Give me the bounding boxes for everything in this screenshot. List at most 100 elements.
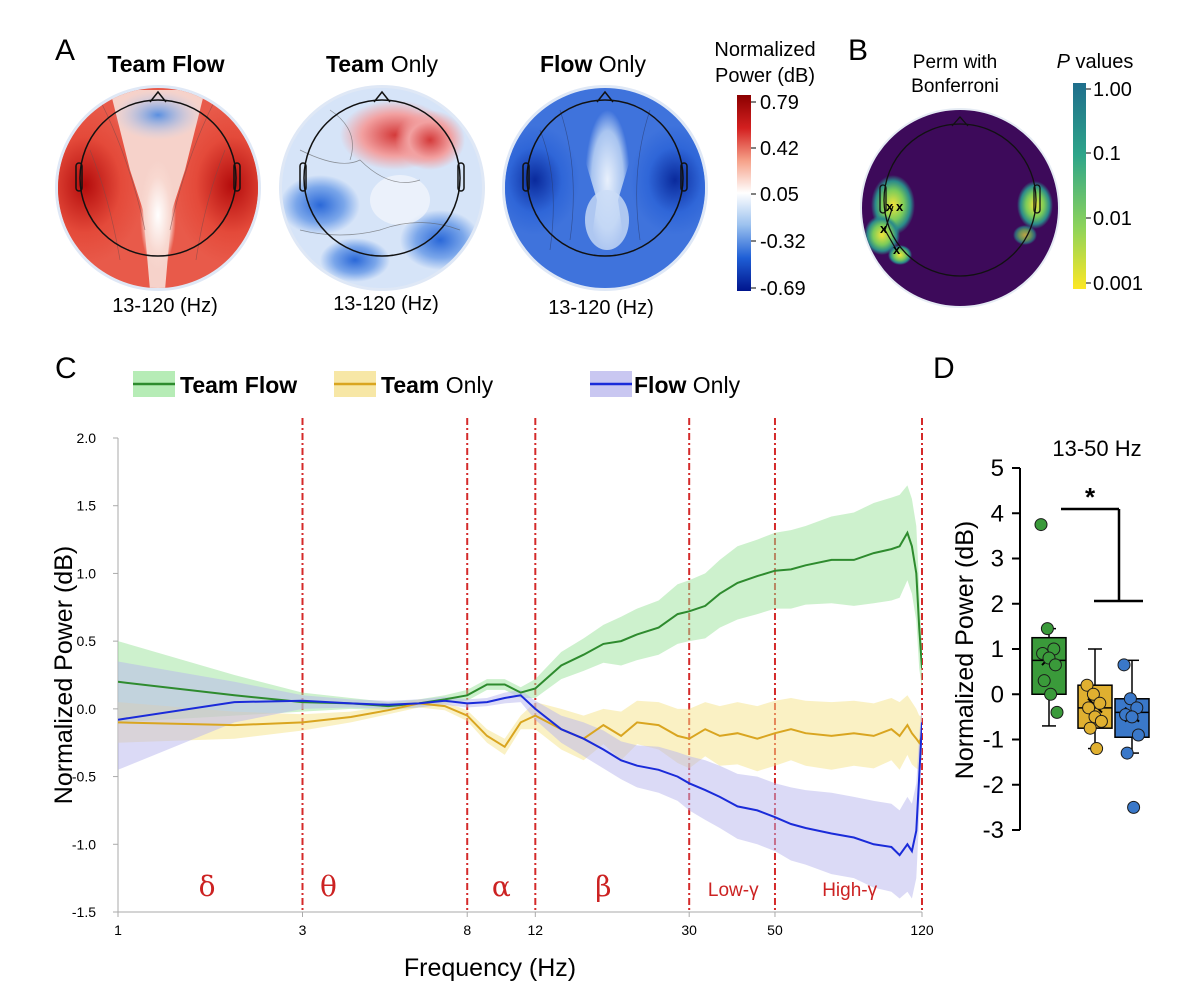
point-flow-only [1117, 658, 1131, 672]
colorbar-a-tick-3: -0.32 [760, 231, 806, 253]
point-flow-only [1127, 800, 1141, 814]
line-x-tick-label: 30 [681, 922, 697, 938]
perm-marker-3: x [880, 221, 888, 236]
colorbar-b-tick-3: 0.001 [1093, 273, 1143, 295]
box-y-tick-label: 5 [991, 455, 1004, 482]
colorbar-b-tick-2: 0.01 [1093, 208, 1132, 230]
box-plot-y-label: Normalized Power (dB) [951, 521, 979, 779]
colorbar-a-tick-1: 0.42 [760, 138, 799, 160]
point-flow-only [1120, 746, 1134, 760]
topomap-team-only [279, 85, 485, 291]
series-band-team-only [118, 695, 922, 772]
perm-marker-1: x [886, 199, 894, 214]
box-y-tick-label: 0 [991, 681, 1004, 708]
band-label: θ [320, 870, 337, 903]
point-flow-only [1123, 692, 1137, 706]
box-y-tick-label: 2 [991, 591, 1004, 618]
colorbar-a-gradient [737, 95, 751, 291]
line-y-tick-label: -1.0 [72, 836, 96, 852]
line-y-tick-label: 2.0 [77, 430, 97, 446]
line-x-tick-label: 8 [463, 922, 471, 938]
point-team-flow [1050, 705, 1064, 719]
topomap-3-title: Flow Only [540, 51, 647, 77]
significance-bracket [1061, 507, 1143, 603]
line-chart-y-label: Normalized Power (dB) [50, 546, 78, 804]
perm-marker-2: x [896, 199, 904, 214]
line-y-tick-label: 0.0 [77, 701, 97, 717]
point-team-flow [1037, 674, 1051, 688]
band-label: δ [199, 870, 216, 903]
point-team-only [1086, 687, 1100, 701]
colorbar-a-tick-0: 0.79 [760, 92, 799, 114]
point-team-flow [1040, 622, 1054, 636]
box-y-tick-label: 1 [991, 636, 1004, 663]
point-flow-only [1131, 728, 1145, 742]
panel-label-d: D [933, 352, 955, 385]
series-band-flow-only [118, 661, 922, 899]
band-label: Low-γ [708, 880, 759, 901]
box-plot: 13-50 Hz -3 -2 -1 0 1 2 3 4 5 * Normalized Power… [951, 436, 1150, 844]
colorbar-b-tick-0: 1.00 [1093, 79, 1132, 101]
topomap-team-flow [55, 85, 261, 291]
box-plot-title: 13-50 Hz [1052, 436, 1141, 461]
legend-flow-only-label: Flow Only [634, 372, 741, 398]
line-y-tick-label: 0.5 [77, 633, 97, 649]
colorbar-a-tick-4: -0.69 [760, 278, 806, 300]
topomap-1-title: Team Flow [107, 51, 224, 77]
series-line-team-flow [118, 530, 922, 708]
point-team-flow [1034, 518, 1048, 532]
topomap-flow-only [502, 85, 708, 291]
topomap-2-title: Team Only [326, 51, 439, 77]
line-x-tick-label: 120 [910, 922, 934, 938]
panel-label-c: C [55, 352, 77, 385]
point-team-only [1082, 701, 1096, 715]
point-team-only [1083, 721, 1097, 735]
line-y-tick-label: 1.0 [77, 565, 97, 581]
perm-marker-4: x [893, 242, 901, 257]
line-x-tick-label: 50 [767, 922, 783, 938]
point-team-only [1080, 678, 1094, 692]
band-label: β [595, 870, 611, 903]
colorbar-a-tick-2: 0.05 [760, 184, 799, 206]
point-team-flow [1048, 658, 1062, 672]
perm-title-line2: Bonferroni [911, 76, 999, 97]
legend-team-flow-label: Team Flow [180, 372, 297, 398]
perm-title-line1: Perm with [913, 52, 997, 73]
series-line-team-only [118, 702, 922, 749]
colorbar-a-title-line2: Power (dB) [715, 65, 815, 87]
panel-label-b: B [848, 34, 868, 67]
line-y-tick-label: -1.5 [72, 904, 96, 920]
line-x-tick-label: 12 [528, 922, 544, 938]
box-y-tick-label: 4 [991, 500, 1004, 527]
series-line-flow-only [118, 694, 922, 857]
band-label: α [492, 870, 511, 903]
colorbar-b-title: P values [1057, 51, 1134, 73]
band-label: High-γ [822, 880, 877, 901]
topomap-perm-bonferroni [860, 108, 1060, 308]
point-team-flow [1044, 687, 1058, 701]
line-x-tick-label: 1 [114, 922, 122, 938]
box-y-tick-label: -2 [983, 772, 1004, 799]
colorbar-b-gradient [1073, 83, 1086, 289]
topomap-2-range: 13-120 (Hz) [333, 293, 439, 315]
line-y-tick-label: -0.5 [72, 769, 96, 785]
significance-star: * [1085, 482, 1096, 512]
box-y-tick-label: -3 [983, 817, 1004, 844]
line-y-tick-label: 1.5 [77, 498, 97, 514]
point-team-only [1094, 714, 1108, 728]
panel-label-a: A [55, 34, 75, 67]
legend-team-only-label: Team Only [381, 372, 494, 398]
line-x-tick-label: 3 [299, 922, 307, 938]
point-team-only [1090, 742, 1104, 756]
line-chart-x-label: Frequency (Hz) [404, 954, 576, 982]
box-y-tick-label: 3 [991, 546, 1004, 573]
colorbar-b-tick-1: 0.1 [1093, 143, 1121, 165]
point-flow-only [1125, 710, 1139, 724]
topomap-3-range: 13-120 (Hz) [548, 297, 654, 319]
point-team-only [1093, 696, 1107, 710]
line-chart: Team Flow Team Only Flow Only -1.5 -1.0 -0… [50, 371, 934, 982]
topomap-1-range: 13-120 (Hz) [112, 295, 218, 317]
colorbar-a-title-line1: Normalized [714, 39, 815, 61]
box-y-tick-label: -1 [983, 727, 1004, 754]
